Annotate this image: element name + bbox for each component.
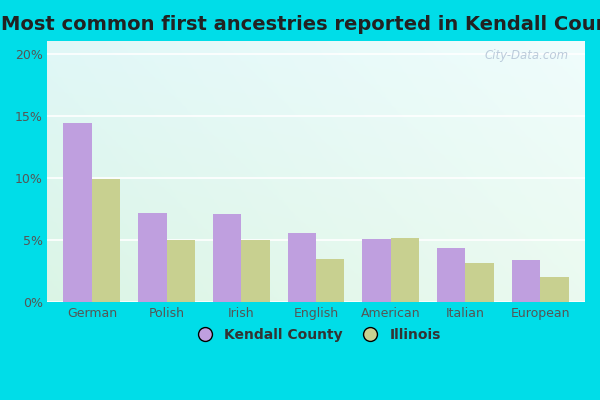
Title: Most common first ancestries reported in Kendall County: Most common first ancestries reported in… xyxy=(1,15,600,34)
Bar xyxy=(391,238,419,302)
Bar xyxy=(466,262,494,302)
Bar xyxy=(362,239,391,302)
Bar xyxy=(167,240,195,302)
Legend: Kendall County, Illinois: Kendall County, Illinois xyxy=(185,322,447,348)
Bar xyxy=(138,213,167,302)
Bar xyxy=(213,214,241,302)
Bar xyxy=(316,259,344,302)
Bar xyxy=(92,179,120,302)
Bar xyxy=(241,240,269,302)
Bar xyxy=(287,233,316,302)
Bar xyxy=(540,278,569,302)
Bar xyxy=(64,123,92,302)
Bar xyxy=(512,260,540,302)
Bar xyxy=(437,248,466,302)
Text: City-Data.com: City-Data.com xyxy=(485,49,569,62)
